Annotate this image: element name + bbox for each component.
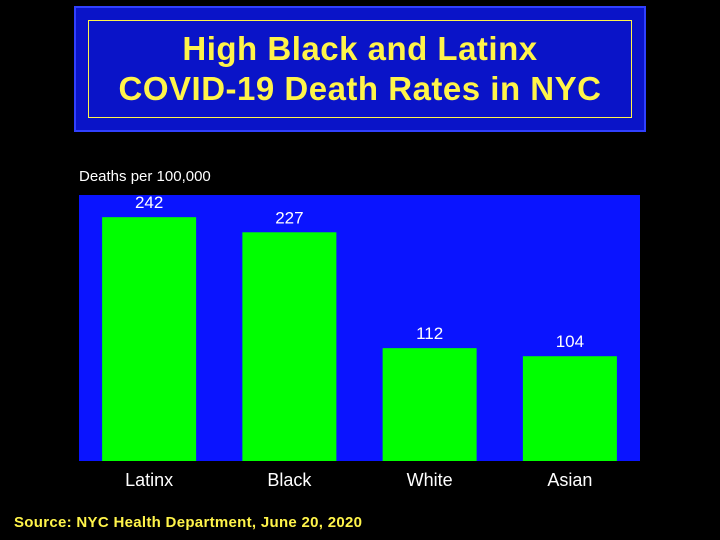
title-box: High Black and Latinx COVID-19 Death Rat… [74,6,646,132]
title-line-1: High Black and Latinx [182,30,538,67]
bar-white [382,348,477,461]
category-label-black: Black [267,470,312,490]
value-label-asian: 104 [556,332,584,351]
bars-layer: 242 Latinx 227 Black 112 White 104 Asian [102,193,617,490]
bar-black [242,232,337,461]
value-label-latinx: 242 [135,193,163,212]
category-label-white: White [407,470,453,490]
title-line-2: COVID-19 Death Rates in NYC [118,70,602,107]
bar-asian [522,356,617,461]
value-label-white: 112 [416,324,443,343]
y-axis-label: Deaths per 100,000 [79,168,211,185]
category-label-asian: Asian [547,470,592,490]
bar-latinx [102,217,197,461]
source-note: Source: NYC Health Department, June 20, … [14,514,363,531]
value-label-black: 227 [275,208,303,227]
category-label-latinx: Latinx [125,470,173,490]
title-frame: High Black and Latinx COVID-19 Death Rat… [88,20,632,118]
